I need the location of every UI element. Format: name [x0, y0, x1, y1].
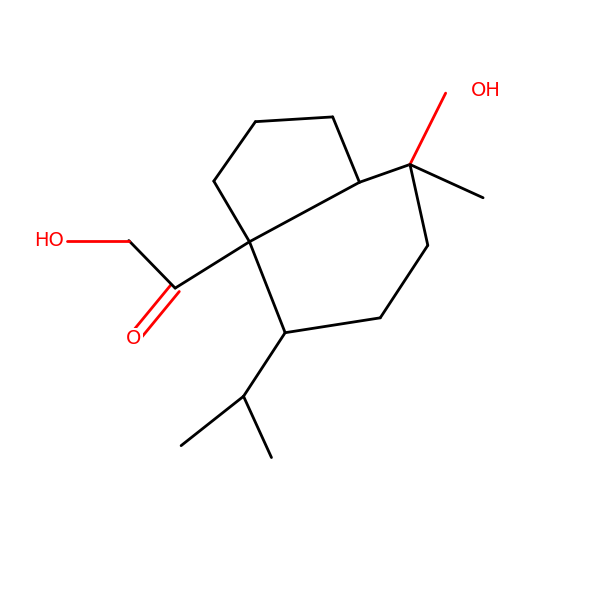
Text: OH: OH [470, 81, 500, 100]
Text: HO: HO [34, 231, 64, 250]
Text: O: O [126, 329, 141, 348]
